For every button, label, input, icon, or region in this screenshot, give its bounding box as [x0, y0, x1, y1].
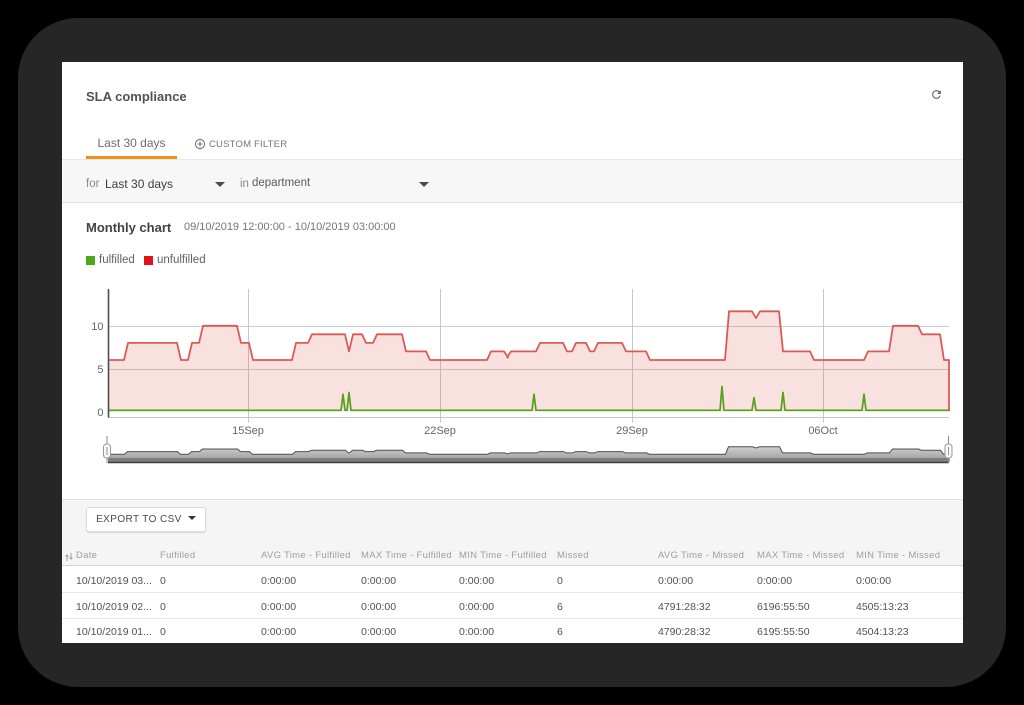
svg-text:5: 5 [97, 364, 103, 376]
svg-text:15Sep: 15Sep [232, 425, 264, 437]
svg-text:22Sep: 22Sep [424, 425, 456, 437]
svg-text:29Sep: 29Sep [616, 425, 648, 437]
svg-text:06Oct: 06Oct [808, 425, 837, 437]
svg-text:10: 10 [91, 321, 103, 333]
svg-text:0: 0 [97, 407, 103, 419]
